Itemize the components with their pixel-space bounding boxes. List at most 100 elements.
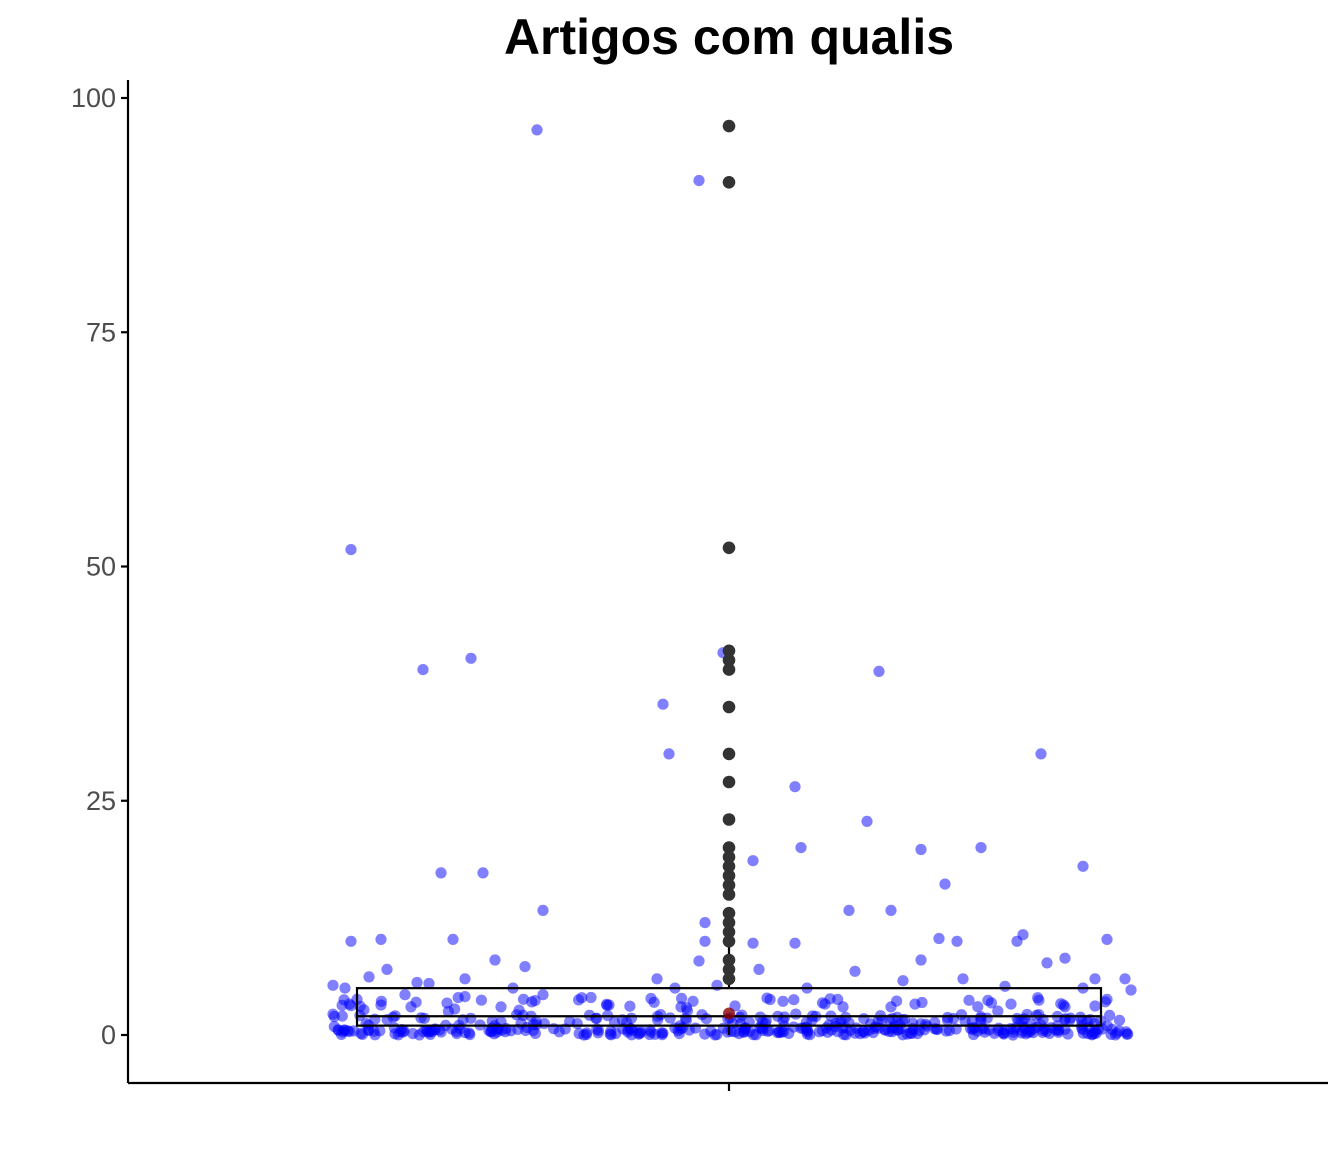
jitter-point	[795, 842, 807, 854]
outlier-point	[722, 860, 736, 873]
jitter-point	[840, 1011, 852, 1024]
jitter-point	[475, 994, 487, 1006]
jitter-point	[656, 1029, 668, 1041]
jitter-point	[1101, 933, 1113, 946]
jitter-point	[426, 1025, 438, 1037]
jitter-point	[405, 1001, 417, 1013]
jitter-point	[957, 973, 969, 985]
jitter-point	[407, 1028, 419, 1040]
jitter-point	[1113, 1014, 1126, 1026]
outlier-point	[722, 869, 736, 882]
jitter-point	[915, 954, 927, 966]
jitter-point	[861, 815, 873, 828]
outlier-points-layer	[722, 119, 736, 986]
jitter-point	[915, 843, 927, 856]
jitter-point	[675, 1001, 687, 1013]
jitter-point	[693, 174, 705, 187]
jitter-point	[423, 977, 435, 990]
outlier-point	[722, 888, 736, 901]
jitter-point	[399, 989, 411, 1001]
jitter-point	[363, 971, 375, 983]
jitter-point	[788, 994, 800, 1006]
outlier-point	[722, 663, 736, 676]
jitter-point	[1089, 973, 1101, 985]
jitter-point	[605, 1029, 617, 1041]
outlier-point	[722, 916, 736, 929]
jitter-point	[819, 998, 831, 1010]
mean-point	[723, 1007, 735, 1020]
y-tick-label: 25	[86, 786, 116, 816]
jitter-point	[368, 1025, 380, 1037]
jitter-points-layer	[327, 124, 1137, 1041]
jitter-point	[441, 997, 453, 1009]
jitter-point	[339, 982, 351, 994]
jitter-point	[657, 698, 669, 710]
jitter-point	[699, 935, 711, 947]
jitter-point	[663, 748, 675, 760]
jitter-point	[725, 1025, 737, 1038]
jitter-point	[897, 975, 909, 987]
jitter-point	[885, 904, 897, 917]
jitter-point	[655, 1009, 667, 1021]
jitter-point	[531, 124, 543, 136]
jitter-point	[1053, 1024, 1065, 1036]
jitter-point	[624, 1000, 636, 1012]
jitter-point	[381, 963, 393, 976]
jitter-point	[529, 995, 541, 1007]
jitter-point	[696, 1009, 708, 1021]
jitter-point	[634, 1025, 647, 1037]
jitter-point	[753, 963, 765, 976]
jitter-point	[992, 1005, 1004, 1017]
jitter-point	[959, 1015, 971, 1027]
jitter-point	[1032, 992, 1044, 1004]
jitter-point	[417, 1026, 429, 1038]
jitter-point	[345, 544, 357, 556]
outlier-point	[722, 747, 736, 761]
jitter-point	[976, 1022, 989, 1034]
jitter-point	[1059, 952, 1071, 964]
jitter-point	[328, 1010, 340, 1023]
jitter-point	[537, 904, 549, 917]
jitter-point	[495, 1001, 507, 1013]
jitter-point	[972, 1001, 984, 1013]
jitter-point	[517, 993, 530, 1005]
outlier-point	[722, 644, 736, 658]
jitter-point	[676, 992, 688, 1005]
jitter-point	[1104, 1009, 1116, 1022]
jitter-point	[849, 965, 861, 977]
jitter-point	[1089, 1000, 1101, 1012]
outlier-point	[722, 775, 736, 789]
jitter-point	[951, 935, 963, 947]
jitter-point	[418, 1012, 430, 1024]
jitter-point	[491, 1026, 503, 1038]
jitter-point	[345, 935, 357, 947]
jitter-point	[705, 1025, 717, 1037]
jitter-point	[489, 954, 501, 966]
jitter-point	[342, 1025, 354, 1037]
jitter-point	[747, 855, 759, 867]
y-tick-label: 50	[86, 552, 116, 582]
jitter-point	[857, 1025, 869, 1037]
outlier-point	[722, 653, 736, 667]
jitter-point	[336, 1010, 348, 1022]
jitter-point	[1119, 973, 1131, 985]
outlier-point	[722, 176, 736, 189]
jitter-point	[529, 1027, 542, 1039]
jitter-point	[1077, 860, 1089, 872]
jitter-point	[982, 994, 994, 1007]
boxplot	[355, 941, 1103, 1035]
jitter-point	[519, 961, 531, 973]
outlier-point	[722, 878, 736, 892]
jitter-point	[573, 994, 585, 1006]
jitter-point	[477, 867, 489, 879]
jitter-point	[933, 932, 945, 945]
jitter-point	[963, 994, 975, 1006]
jitter-point	[338, 994, 350, 1006]
outlier-point	[722, 935, 736, 948]
jitter-point	[920, 1018, 932, 1030]
jitter-point	[459, 973, 471, 985]
chart-title: Artigos com qualis	[504, 9, 954, 65]
jitter-point	[942, 1011, 954, 1024]
jitter-point	[885, 1001, 897, 1013]
jitter-point	[790, 1008, 802, 1020]
